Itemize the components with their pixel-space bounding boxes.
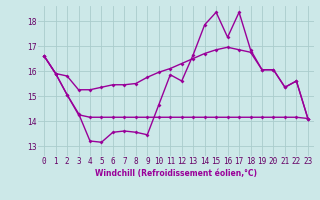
X-axis label: Windchill (Refroidissement éolien,°C): Windchill (Refroidissement éolien,°C): [95, 169, 257, 178]
